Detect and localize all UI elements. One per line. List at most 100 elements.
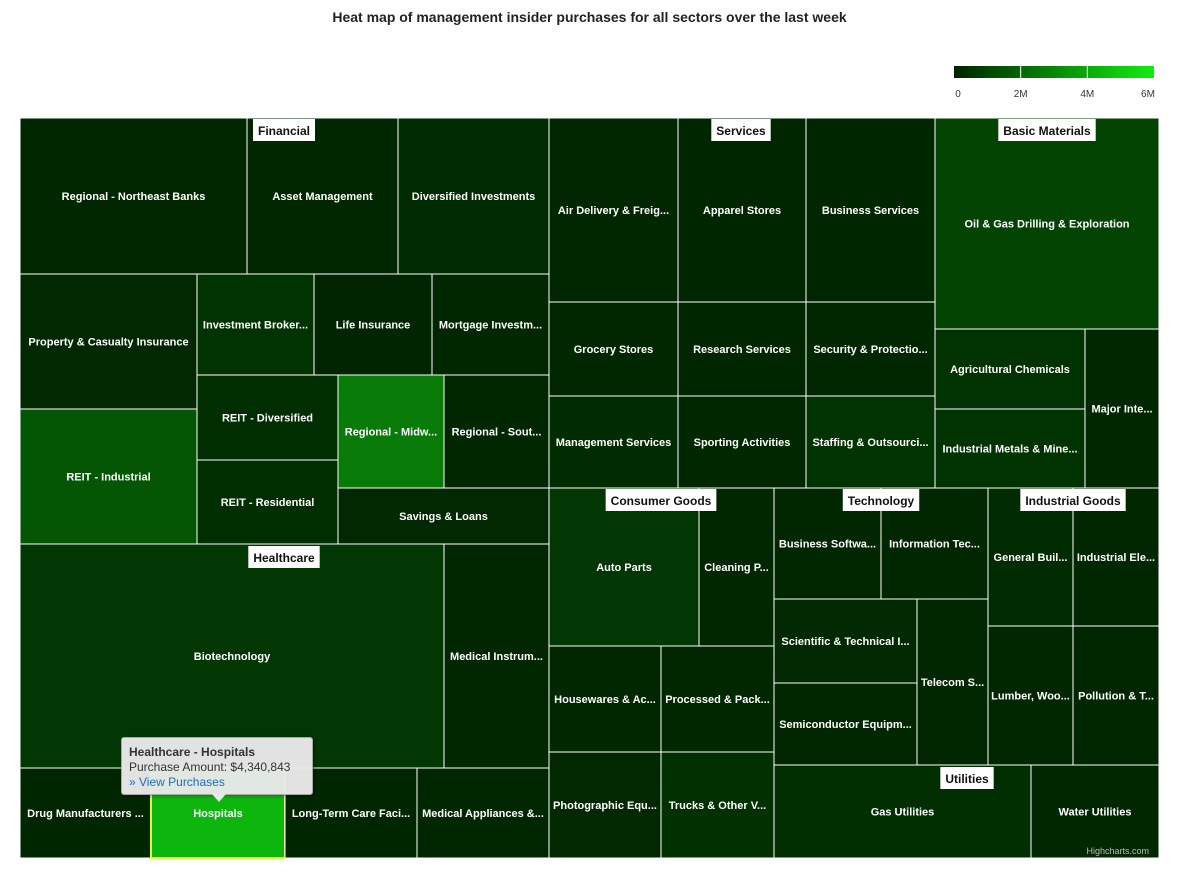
heatmap-cell-housewares-ac[interactable] (548, 645, 662, 753)
cell-label-staffing-outsourci: Staffing & Outsourci... (812, 437, 928, 449)
cell-label-diversified-investments: Diversified Investments (412, 191, 536, 203)
heatmap-cells (19, 117, 1160, 859)
cell-label-reit-industrial: REIT - Industrial (66, 472, 150, 484)
cell-label-long-term-care-faci: Long-Term Care Faci... (292, 808, 410, 820)
sector-label-financial: Financial (252, 119, 316, 141)
heatmap-cell-property-casualty-insurance[interactable] (19, 273, 198, 410)
cell-label-oil-gas-drilling-exploration: Oil & Gas Drilling & Exploration (964, 219, 1129, 231)
cell-label-information-tec: Information Tec... (889, 539, 980, 551)
cell-label-business-softwa: Business Softwa... (779, 539, 876, 551)
heatmap-cell-labels: Regional - Northeast Banks Asset Manageme… (27, 191, 1155, 820)
heatmap-cell-apparel-stores[interactable] (677, 117, 807, 303)
sector-label-text-healthcare: Healthcare (253, 551, 315, 565)
heatmap-cell-staffing-outsourci[interactable] (805, 395, 936, 489)
heatmap-cell-security-protectio[interactable] (805, 301, 936, 397)
sector-label-technology: Technology (842, 489, 920, 511)
heatmap-cell-savings-loans[interactable] (337, 487, 550, 545)
cell-label-biotechnology: Biotechnology (194, 651, 271, 663)
cell-label-reit-diversified: REIT - Diversified (222, 413, 313, 425)
sector-label-text-industrial-goods: Industrial Goods (1025, 494, 1121, 508)
cell-label-trucks-other-v: Trucks & Other V... (669, 800, 766, 812)
sector-label-text-basic-materials: Basic Materials (1003, 124, 1091, 138)
legend-tick-label: 4M (1080, 89, 1094, 100)
heatmap-cell-trucks-other-v[interactable] (660, 751, 775, 859)
heatmap-cell-biotechnology[interactable] (19, 543, 445, 769)
heatmap-cell-processed-pack[interactable] (660, 645, 775, 753)
cell-label-industrial-ele: Industrial Ele... (1077, 552, 1155, 564)
cell-label-water-utilities: Water Utilities (1059, 807, 1132, 819)
cell-label-hospitals: Hospitals (193, 808, 243, 820)
cell-label-research-services: Research Services (693, 344, 791, 356)
legend-tick-label: 6M (1141, 89, 1155, 100)
cell-label-property-casualty-insurance: Property & Casualty Insurance (28, 337, 188, 349)
heatmap-cell-air-delivery-freig[interactable] (548, 117, 679, 303)
cell-label-regional-northeast-banks: Regional - Northeast Banks (62, 191, 206, 203)
sector-label-box-financial (252, 119, 316, 141)
cell-label-security-protectio: Security & Protectio... (813, 344, 927, 356)
heatmap-cell-reit-residential[interactable] (196, 459, 339, 545)
cell-label-savings-loans: Savings & Loans (399, 511, 488, 523)
sector-label-box-basic-materials (998, 119, 1096, 141)
cell-label-reit-residential: REIT - Residential (221, 497, 315, 509)
heatmap-cell-reit-industrial[interactable] (19, 408, 198, 545)
cell-label-cleaning-p: Cleaning P... (704, 562, 769, 574)
heatmap-cell-research-services[interactable] (677, 301, 807, 397)
cell-label-photographic-equ: Photographic Equ... (553, 800, 657, 812)
heatmap-cell-regional-sout[interactable] (443, 374, 550, 489)
heatmap-cell-semiconductor-equipm[interactable] (773, 682, 918, 766)
heatmap-cell-auto-parts[interactable] (548, 487, 700, 647)
tooltip-purchase-amount: Purchase Amount: $4,340,843 (129, 760, 291, 774)
heatmap-cell-industrial-metals-mine[interactable] (934, 408, 1086, 489)
cell-label-housewares-ac: Housewares & Ac... (554, 694, 656, 706)
heatmap-cell-mortgage-investm[interactable] (431, 273, 550, 376)
heatmap-cell-major-inte[interactable] (1084, 328, 1160, 489)
cell-label-investment-broker: Investment Broker... (203, 320, 308, 332)
sector-labels: Financial Healthcare Services Basic Materia… (248, 119, 1126, 789)
heatmap-cell-lumber-woo[interactable] (987, 625, 1074, 766)
sector-label-box-consumer-goods (605, 489, 717, 511)
cell-label-telecom-s: Telecom S... (921, 677, 984, 689)
cell-label-major-inte: Major Inte... (1091, 404, 1152, 416)
tooltip-title: Healthcare - Hospitals (129, 745, 256, 759)
sector-label-box-technology (842, 489, 920, 511)
heatmap-cell-medical-instrum[interactable] (443, 543, 550, 769)
color-legend: 0 2M 4M 6M (954, 66, 1155, 100)
heatmap-cell-reit-diversified[interactable] (196, 374, 339, 461)
sector-label-box-healthcare (248, 546, 320, 568)
heatmap-cell-water-utilities[interactable] (1030, 764, 1160, 859)
cell-label-business-services: Business Services (822, 205, 919, 217)
credits-text[interactable]: Highcharts.com (1086, 846, 1149, 856)
sector-label-utilities: Utilities (940, 767, 994, 789)
legend-gradient-bar (954, 66, 1154, 78)
cell-label-regional-sout: Regional - Sout... (452, 427, 542, 439)
cell-label-semiconductor-equipm: Semiconductor Equipm... (779, 719, 912, 731)
heatmap-cell-management-services[interactable] (548, 395, 679, 489)
heatmap-cell-sporting-activities[interactable] (677, 395, 807, 489)
sector-label-services: Services (711, 119, 771, 141)
view-purchases-link[interactable]: » View Purchases (129, 775, 225, 789)
heatmap-cell-business-services[interactable] (805, 117, 936, 303)
sector-label-box-services (711, 119, 771, 141)
cell-label-processed-pack: Processed & Pack... (665, 694, 770, 706)
sector-label-text-services: Services (716, 124, 766, 138)
heatmap-cell-oil-gas-drilling-exploration[interactable] (934, 117, 1160, 330)
heatmap-cell-telecom-s[interactable] (916, 598, 989, 766)
legend-tick-label: 2M (1014, 89, 1028, 100)
sector-label-text-utilities: Utilities (945, 772, 989, 786)
tooltip: Healthcare - Hospitals Purchase Amount: … (121, 737, 313, 802)
heatmap-cell-medical-appliances[interactable] (416, 767, 550, 859)
cell-label-apparel-stores: Apparel Stores (703, 205, 781, 217)
sector-label-text-technology: Technology (848, 494, 915, 508)
cell-label-life-insurance: Life Insurance (336, 320, 411, 332)
heatmap-cell-investment-broker[interactable] (196, 273, 315, 376)
legend-tick-label: 0 (955, 89, 961, 100)
cell-label-industrial-metals-mine: Industrial Metals & Mine... (942, 444, 1077, 456)
heatmap-cell-cleaning-p[interactable] (698, 487, 775, 647)
sector-label-text-consumer-goods: Consumer Goods (611, 494, 712, 508)
heatmap-cell-photographic-equ[interactable] (548, 751, 662, 859)
sector-label-box-utilities (940, 767, 994, 789)
cell-label-agricultural-chemicals: Agricultural Chemicals (950, 364, 1070, 376)
heatmap-cell-life-insurance[interactable] (313, 273, 433, 376)
cell-label-medical-appliances: Medical Appliances &... (422, 808, 544, 820)
heatmap-cell-scientific-technical-i[interactable] (773, 598, 918, 684)
